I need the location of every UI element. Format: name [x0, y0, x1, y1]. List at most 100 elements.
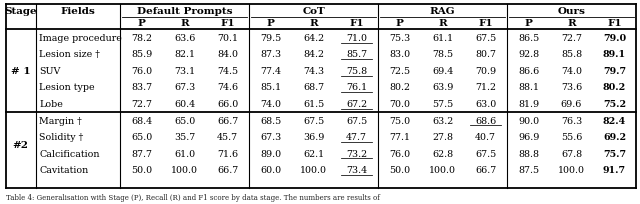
Text: 68.4: 68.4: [131, 116, 152, 125]
Text: 63.2: 63.2: [432, 116, 453, 125]
Text: 81.9: 81.9: [518, 100, 539, 109]
Text: Stage: Stage: [4, 8, 37, 16]
Text: 67.5: 67.5: [346, 116, 367, 125]
Text: 67.5: 67.5: [475, 149, 496, 158]
Text: 85.1: 85.1: [260, 83, 281, 92]
Text: 89.0: 89.0: [260, 149, 281, 158]
Text: 76.3: 76.3: [561, 116, 582, 125]
Text: 100.0: 100.0: [300, 165, 327, 174]
Text: P: P: [396, 19, 404, 28]
Text: 71.2: 71.2: [475, 83, 496, 92]
Text: 60.4: 60.4: [174, 100, 195, 109]
Text: RAG: RAG: [430, 8, 456, 16]
Text: 64.2: 64.2: [303, 34, 324, 43]
Text: 62.1: 62.1: [303, 149, 324, 158]
Text: 75.3: 75.3: [389, 34, 410, 43]
Text: 70.0: 70.0: [389, 100, 410, 109]
Text: F1: F1: [478, 19, 493, 28]
Text: Cavitation: Cavitation: [40, 165, 89, 174]
Text: 47.7: 47.7: [346, 132, 367, 141]
Text: # 1: # 1: [11, 67, 30, 75]
Text: 85.7: 85.7: [346, 50, 367, 59]
Text: 79.5: 79.5: [260, 34, 282, 43]
Text: 87.7: 87.7: [131, 149, 152, 158]
Text: 71.6: 71.6: [217, 149, 238, 158]
Text: 80.2: 80.2: [389, 83, 410, 92]
Text: 90.0: 90.0: [518, 116, 539, 125]
Text: 72.7: 72.7: [131, 100, 152, 109]
Text: 77.1: 77.1: [389, 132, 410, 141]
Text: CoT: CoT: [302, 8, 325, 16]
Text: 70.1: 70.1: [217, 34, 238, 43]
Text: Lobe: Lobe: [40, 100, 63, 109]
Text: 35.7: 35.7: [174, 132, 195, 141]
Text: 86.6: 86.6: [518, 67, 539, 75]
Text: 82.4: 82.4: [603, 116, 626, 125]
Text: 73.6: 73.6: [561, 83, 582, 92]
Text: 74.5: 74.5: [217, 67, 238, 75]
Text: 73.2: 73.2: [346, 149, 367, 158]
Text: 86.5: 86.5: [518, 34, 539, 43]
Text: 68.7: 68.7: [303, 83, 324, 92]
Text: 85.8: 85.8: [561, 50, 582, 59]
Text: Calcification: Calcification: [40, 149, 100, 158]
Text: 36.9: 36.9: [303, 132, 324, 141]
Text: 91.7: 91.7: [603, 165, 626, 174]
Text: 88.8: 88.8: [518, 149, 539, 158]
Text: 66.0: 66.0: [217, 100, 238, 109]
Text: 67.3: 67.3: [260, 132, 282, 141]
Text: 73.4: 73.4: [346, 165, 367, 174]
Text: 61.0: 61.0: [174, 149, 195, 158]
Text: 60.0: 60.0: [260, 165, 281, 174]
Text: 74.3: 74.3: [303, 67, 324, 75]
Text: 70.9: 70.9: [475, 67, 496, 75]
Text: 67.8: 67.8: [561, 149, 582, 158]
Text: R: R: [180, 19, 189, 28]
Text: 67.5: 67.5: [303, 116, 324, 125]
Text: 83.7: 83.7: [131, 83, 152, 92]
Text: 72.7: 72.7: [561, 34, 582, 43]
Text: 74.6: 74.6: [217, 83, 238, 92]
Text: 62.8: 62.8: [432, 149, 453, 158]
Text: 75.0: 75.0: [389, 116, 410, 125]
Text: 65.0: 65.0: [131, 132, 152, 141]
Text: 67.5: 67.5: [475, 34, 496, 43]
Text: 57.5: 57.5: [432, 100, 453, 109]
Text: 69.6: 69.6: [561, 100, 582, 109]
Text: 72.5: 72.5: [389, 67, 410, 75]
Text: 87.3: 87.3: [260, 50, 281, 59]
Text: Lesion type: Lesion type: [40, 83, 95, 92]
Text: 73.1: 73.1: [174, 67, 195, 75]
Text: R: R: [309, 19, 318, 28]
Text: 100.0: 100.0: [558, 165, 585, 174]
Text: 27.8: 27.8: [432, 132, 453, 141]
Text: 66.7: 66.7: [217, 116, 238, 125]
Text: 74.0: 74.0: [260, 100, 281, 109]
Text: P: P: [267, 19, 275, 28]
Text: 75.7: 75.7: [603, 149, 626, 158]
Text: 100.0: 100.0: [172, 165, 198, 174]
Text: 63.6: 63.6: [174, 34, 195, 43]
Text: SUV: SUV: [40, 67, 61, 75]
Text: 67.2: 67.2: [346, 100, 367, 109]
Text: F1: F1: [220, 19, 235, 28]
Text: 92.8: 92.8: [518, 50, 539, 59]
Text: Lesion size †: Lesion size †: [40, 50, 100, 59]
Text: P: P: [525, 19, 532, 28]
Text: 61.5: 61.5: [303, 100, 324, 109]
Text: 78.2: 78.2: [131, 34, 152, 43]
Text: Fields: Fields: [61, 8, 95, 16]
Text: 79.7: 79.7: [603, 67, 626, 75]
Text: 75.2: 75.2: [603, 100, 626, 109]
Text: 84.2: 84.2: [303, 50, 324, 59]
Text: Ours: Ours: [557, 8, 586, 16]
Text: 55.6: 55.6: [561, 132, 582, 141]
Text: R: R: [567, 19, 576, 28]
Text: Solidity †: Solidity †: [40, 132, 84, 141]
Text: F1: F1: [607, 19, 622, 28]
Text: 87.5: 87.5: [518, 165, 539, 174]
Text: 67.3: 67.3: [174, 83, 195, 92]
Text: 66.7: 66.7: [475, 165, 496, 174]
Text: 79.0: 79.0: [603, 34, 626, 43]
Text: 63.0: 63.0: [475, 100, 496, 109]
